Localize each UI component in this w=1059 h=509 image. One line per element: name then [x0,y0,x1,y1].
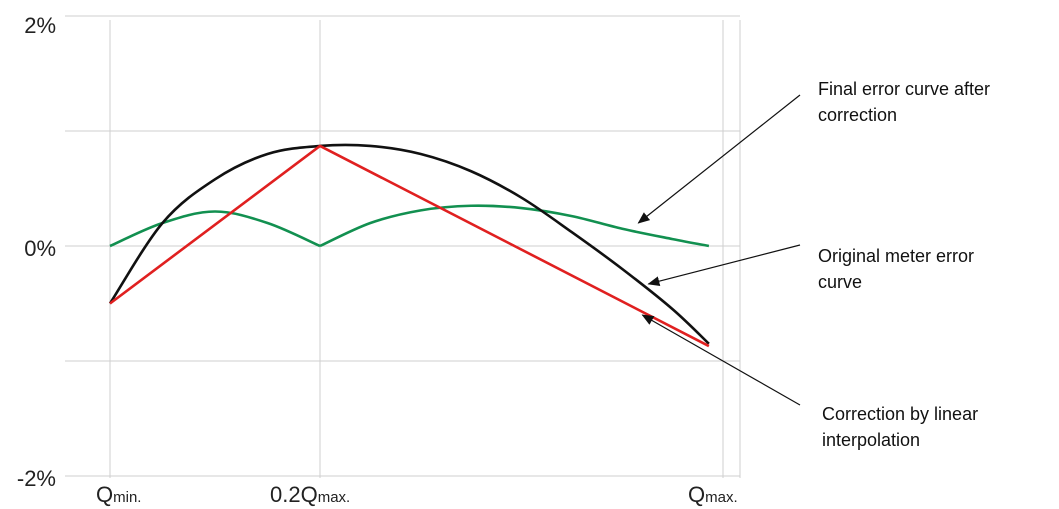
x-tick-sub-qmax: max. [705,489,738,506]
grid [65,15,741,478]
annotation-original-error: Original meter error curve [818,246,979,292]
x-tick-label-qmin: Qmin. [96,482,141,507]
annotation-final-error: Final error curve after correction [818,79,995,125]
y-tick-label-minus-2: -2% [17,466,56,491]
annotation-arrow-final [637,94,801,224]
annotation-linear-correction: Correction by linear interpolation [822,404,983,450]
annotation-linear-correction-line1: Correction by linear [822,404,978,424]
x-tick-main-qmax: Q [688,482,705,507]
y-axis: 2% 0% -2% [17,13,56,491]
series-line-final [109,204,710,248]
annotation-original-error-line1: Original meter error [818,246,974,266]
annotation-final-error-line2: correction [818,105,897,125]
x-axis: Qmin. 0.2Qmax. Qmax. [96,482,738,507]
series-line-original [108,143,710,345]
x-tick-main-qmin: Q [96,482,113,507]
x-tick-sub-0-2qmax: max. [318,489,351,506]
annotations: Final error curve after correction Origi… [637,79,995,450]
y-tick-label-2: 2% [24,13,56,38]
annotation-arrow-original [647,244,801,287]
series-line-linear [109,144,710,348]
series-layer [108,143,710,348]
x-tick-label-qmax: Qmax. [688,482,738,507]
x-tick-main-0-2qmax: 0.2Q [270,482,318,507]
annotation-linear-correction-line2: interpolation [822,430,920,450]
x-tick-sub-qmin: min. [113,489,141,506]
annotation-final-error-line1: Final error curve after [818,79,990,99]
annotation-original-error-line2: curve [818,272,862,292]
y-tick-label-0: 0% [24,236,56,261]
annotation-arrow-linear [641,314,801,406]
x-tick-label-0-2qmax: 0.2Qmax. [270,482,350,507]
